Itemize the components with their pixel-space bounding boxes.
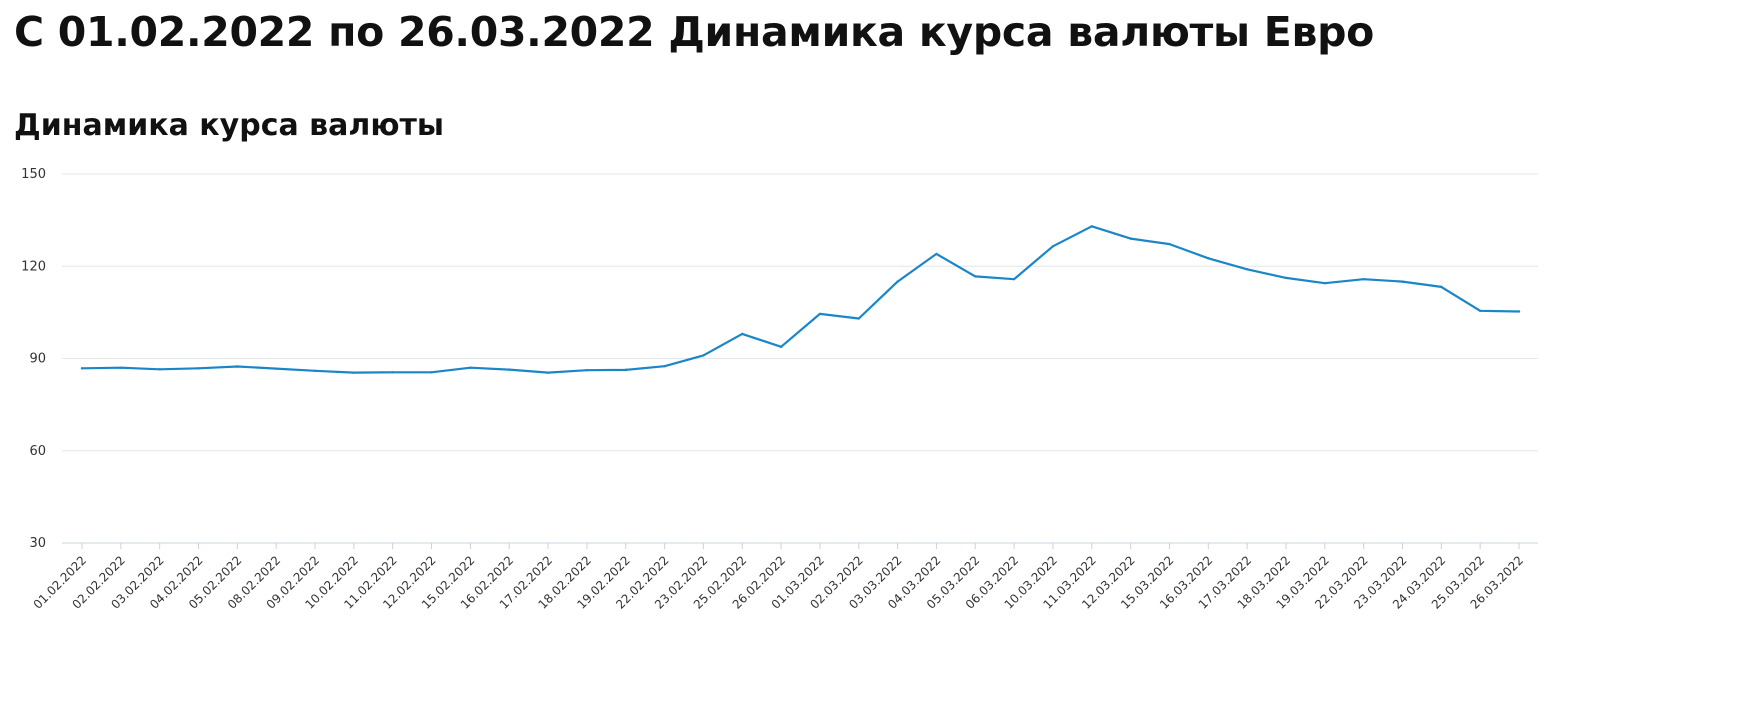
data-point[interactable] bbox=[430, 371, 433, 374]
y-tick-label: 60 bbox=[29, 444, 46, 459]
data-point[interactable] bbox=[1207, 257, 1210, 260]
data-point[interactable] bbox=[1440, 285, 1443, 289]
x-axis-ticks: 01.02.202202.02.202203.02.202204.02.2022… bbox=[31, 543, 1526, 612]
y-tick-label: 30 bbox=[29, 536, 46, 551]
data-point[interactable] bbox=[1245, 268, 1249, 271]
data-point[interactable] bbox=[896, 280, 899, 283]
data-point[interactable] bbox=[1401, 280, 1404, 283]
data-point[interactable] bbox=[1323, 281, 1327, 285]
data-point[interactable] bbox=[741, 332, 744, 336]
data-point[interactable] bbox=[469, 366, 472, 369]
data-point[interactable] bbox=[236, 365, 239, 368]
data-point[interactable] bbox=[119, 366, 123, 369]
y-tick-label: 120 bbox=[21, 259, 46, 274]
data-point[interactable] bbox=[352, 371, 356, 374]
data-point[interactable] bbox=[974, 275, 977, 278]
series-layer bbox=[80, 225, 1521, 374]
page-title: С 01.02.2022 по 26.03.2022 Динамика курс… bbox=[14, 8, 1375, 56]
data-point[interactable] bbox=[818, 312, 822, 316]
y-tick-label: 90 bbox=[29, 352, 46, 367]
data-point[interactable] bbox=[1362, 277, 1365, 281]
data-point[interactable] bbox=[508, 368, 511, 371]
data-point[interactable] bbox=[1168, 242, 1171, 246]
data-point[interactable] bbox=[857, 317, 860, 320]
data-point[interactable] bbox=[313, 369, 317, 372]
y-tick-label: 150 bbox=[21, 167, 46, 182]
data-point[interactable] bbox=[1012, 277, 1016, 281]
data-point[interactable] bbox=[702, 354, 705, 357]
data-point[interactable] bbox=[274, 367, 278, 370]
data-point[interactable] bbox=[197, 367, 200, 370]
data-point[interactable] bbox=[585, 368, 589, 372]
data-point[interactable] bbox=[1090, 225, 1093, 228]
series-line bbox=[80, 225, 1521, 374]
data-point[interactable] bbox=[1051, 245, 1055, 248]
data-point[interactable] bbox=[1284, 276, 1288, 280]
data-point[interactable] bbox=[80, 367, 84, 370]
data-point[interactable] bbox=[779, 345, 783, 349]
data-point[interactable] bbox=[158, 368, 161, 371]
chart-title: Динамика курса валюты bbox=[14, 108, 445, 143]
data-point[interactable] bbox=[1517, 310, 1521, 313]
data-point[interactable] bbox=[1478, 309, 1482, 313]
data-point[interactable] bbox=[663, 364, 666, 368]
data-point[interactable] bbox=[624, 368, 627, 372]
data-point[interactable] bbox=[546, 371, 550, 374]
data-point[interactable] bbox=[391, 371, 394, 374]
y-axis-ticks: 30 60 90 120 150 bbox=[21, 167, 46, 551]
data-point[interactable] bbox=[935, 252, 938, 256]
grid-lines bbox=[62, 173, 1538, 544]
data-point[interactable] bbox=[1129, 237, 1132, 240]
